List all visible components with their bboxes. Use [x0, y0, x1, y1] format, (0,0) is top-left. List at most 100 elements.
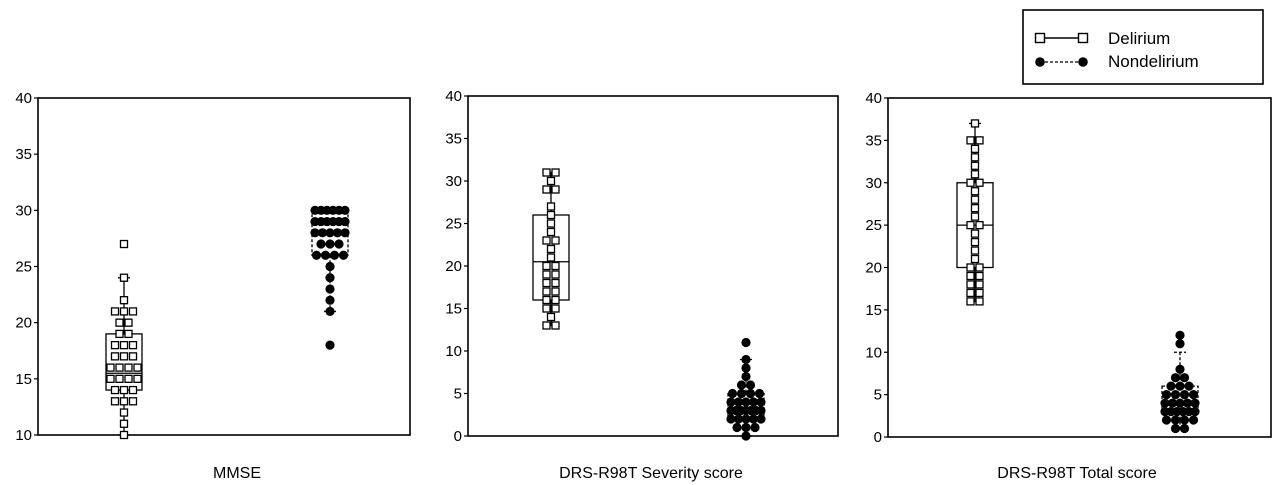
data-point — [110, 307, 120, 316]
data-point — [966, 136, 975, 145]
data-point — [975, 271, 984, 281]
y-tick-label: 35 — [15, 146, 32, 163]
data-point — [115, 329, 124, 339]
series-delirium — [956, 119, 994, 306]
y-tick-label: 25 — [15, 259, 32, 276]
data-point — [733, 397, 744, 407]
y-tick-label: 35 — [865, 132, 882, 149]
data-point — [736, 388, 747, 399]
y-tick-label: 10 — [865, 344, 882, 361]
data-point — [119, 340, 129, 350]
data-point — [332, 228, 343, 238]
data-point — [551, 295, 560, 305]
data-point — [975, 288, 984, 298]
data-point — [1166, 381, 1176, 391]
data-point — [1188, 415, 1199, 425]
series-delirium — [105, 239, 143, 440]
y-tick-label: 25 — [865, 217, 882, 234]
data-point — [551, 321, 560, 330]
data-point — [1179, 390, 1190, 400]
series-nondelirium — [1160, 330, 1200, 434]
data-point — [334, 239, 344, 249]
y-tick-label: 35 — [445, 131, 462, 148]
legend-marker-nondelirium — [1035, 57, 1045, 67]
y-tick-label: 5 — [454, 386, 462, 403]
data-point — [128, 352, 138, 361]
data-point — [546, 227, 556, 237]
y-tick-label: 30 — [865, 175, 882, 192]
data-point — [542, 278, 551, 288]
data-point — [1170, 423, 1181, 434]
series-delirium — [532, 168, 570, 330]
data-point — [546, 219, 556, 228]
data-point — [970, 153, 980, 162]
data-point — [741, 397, 751, 407]
data-point — [756, 414, 766, 424]
data-point — [542, 287, 551, 296]
data-point — [119, 408, 129, 417]
chart-panel: 10 15 20 25 30 35 40 MMSE — [15, 90, 411, 482]
data-point — [736, 380, 747, 390]
data-point — [732, 422, 742, 433]
chart-panel: 0 5 10 15 20 25 30 35 40 DRS-R98T Severity score — [445, 88, 839, 482]
data-point — [124, 374, 133, 383]
legend-marker-delirium — [1077, 32, 1089, 44]
data-point — [124, 318, 133, 327]
y-tick-label: 30 — [445, 173, 462, 190]
x-axis-label: DRS-R98T Severity score — [559, 465, 743, 482]
data-point — [1179, 373, 1190, 383]
data-point — [1175, 339, 1185, 349]
data-point — [115, 318, 124, 327]
data-point — [546, 244, 556, 254]
legend-label-delirium: Delirium — [1108, 29, 1170, 48]
data-point — [542, 168, 551, 177]
data-point — [542, 295, 551, 305]
data-point — [310, 228, 320, 238]
data-point — [970, 119, 980, 128]
data-point — [325, 295, 335, 305]
data-point — [115, 363, 124, 372]
y-tick-label: 40 — [15, 90, 32, 107]
data-point — [128, 397, 138, 406]
data-point — [338, 250, 349, 260]
data-point — [966, 178, 975, 187]
y-tick-label: 15 — [865, 302, 882, 319]
data-point — [741, 414, 751, 424]
x-axis-label: DRS-R98T Total score — [997, 465, 1157, 482]
data-point — [110, 397, 120, 406]
legend-label-nondelirium: Nondelirium — [1108, 52, 1199, 71]
data-point — [110, 340, 120, 350]
data-point — [975, 297, 984, 306]
data-point — [970, 204, 980, 213]
data-point — [741, 363, 751, 373]
y-tick-label: 15 — [15, 371, 32, 388]
y-tick-label: 20 — [445, 258, 462, 275]
data-point — [750, 422, 760, 433]
data-point — [748, 397, 759, 407]
data-point — [340, 216, 350, 227]
data-point — [325, 340, 335, 350]
data-point — [966, 280, 975, 289]
y-tick-label: 0 — [454, 428, 462, 445]
data-point — [542, 236, 551, 245]
legend-marker-nondelirium — [1078, 57, 1088, 67]
data-point — [316, 239, 326, 249]
data-point — [546, 253, 556, 262]
data-point — [741, 422, 751, 433]
data-point — [1179, 423, 1190, 434]
data-point — [970, 246, 980, 255]
data-point — [966, 220, 975, 230]
data-point — [1190, 406, 1200, 417]
data-point — [106, 363, 115, 372]
data-point — [128, 307, 138, 316]
data-point — [551, 278, 560, 288]
data-point — [133, 363, 142, 372]
legend: Delirium Nondelirium — [1022, 9, 1264, 85]
data-point — [1175, 381, 1185, 391]
data-point — [970, 170, 980, 179]
data-point — [110, 385, 120, 395]
data-point — [110, 352, 120, 361]
data-point — [748, 414, 759, 424]
y-tick-label: 40 — [445, 88, 462, 105]
data-point — [325, 228, 335, 238]
